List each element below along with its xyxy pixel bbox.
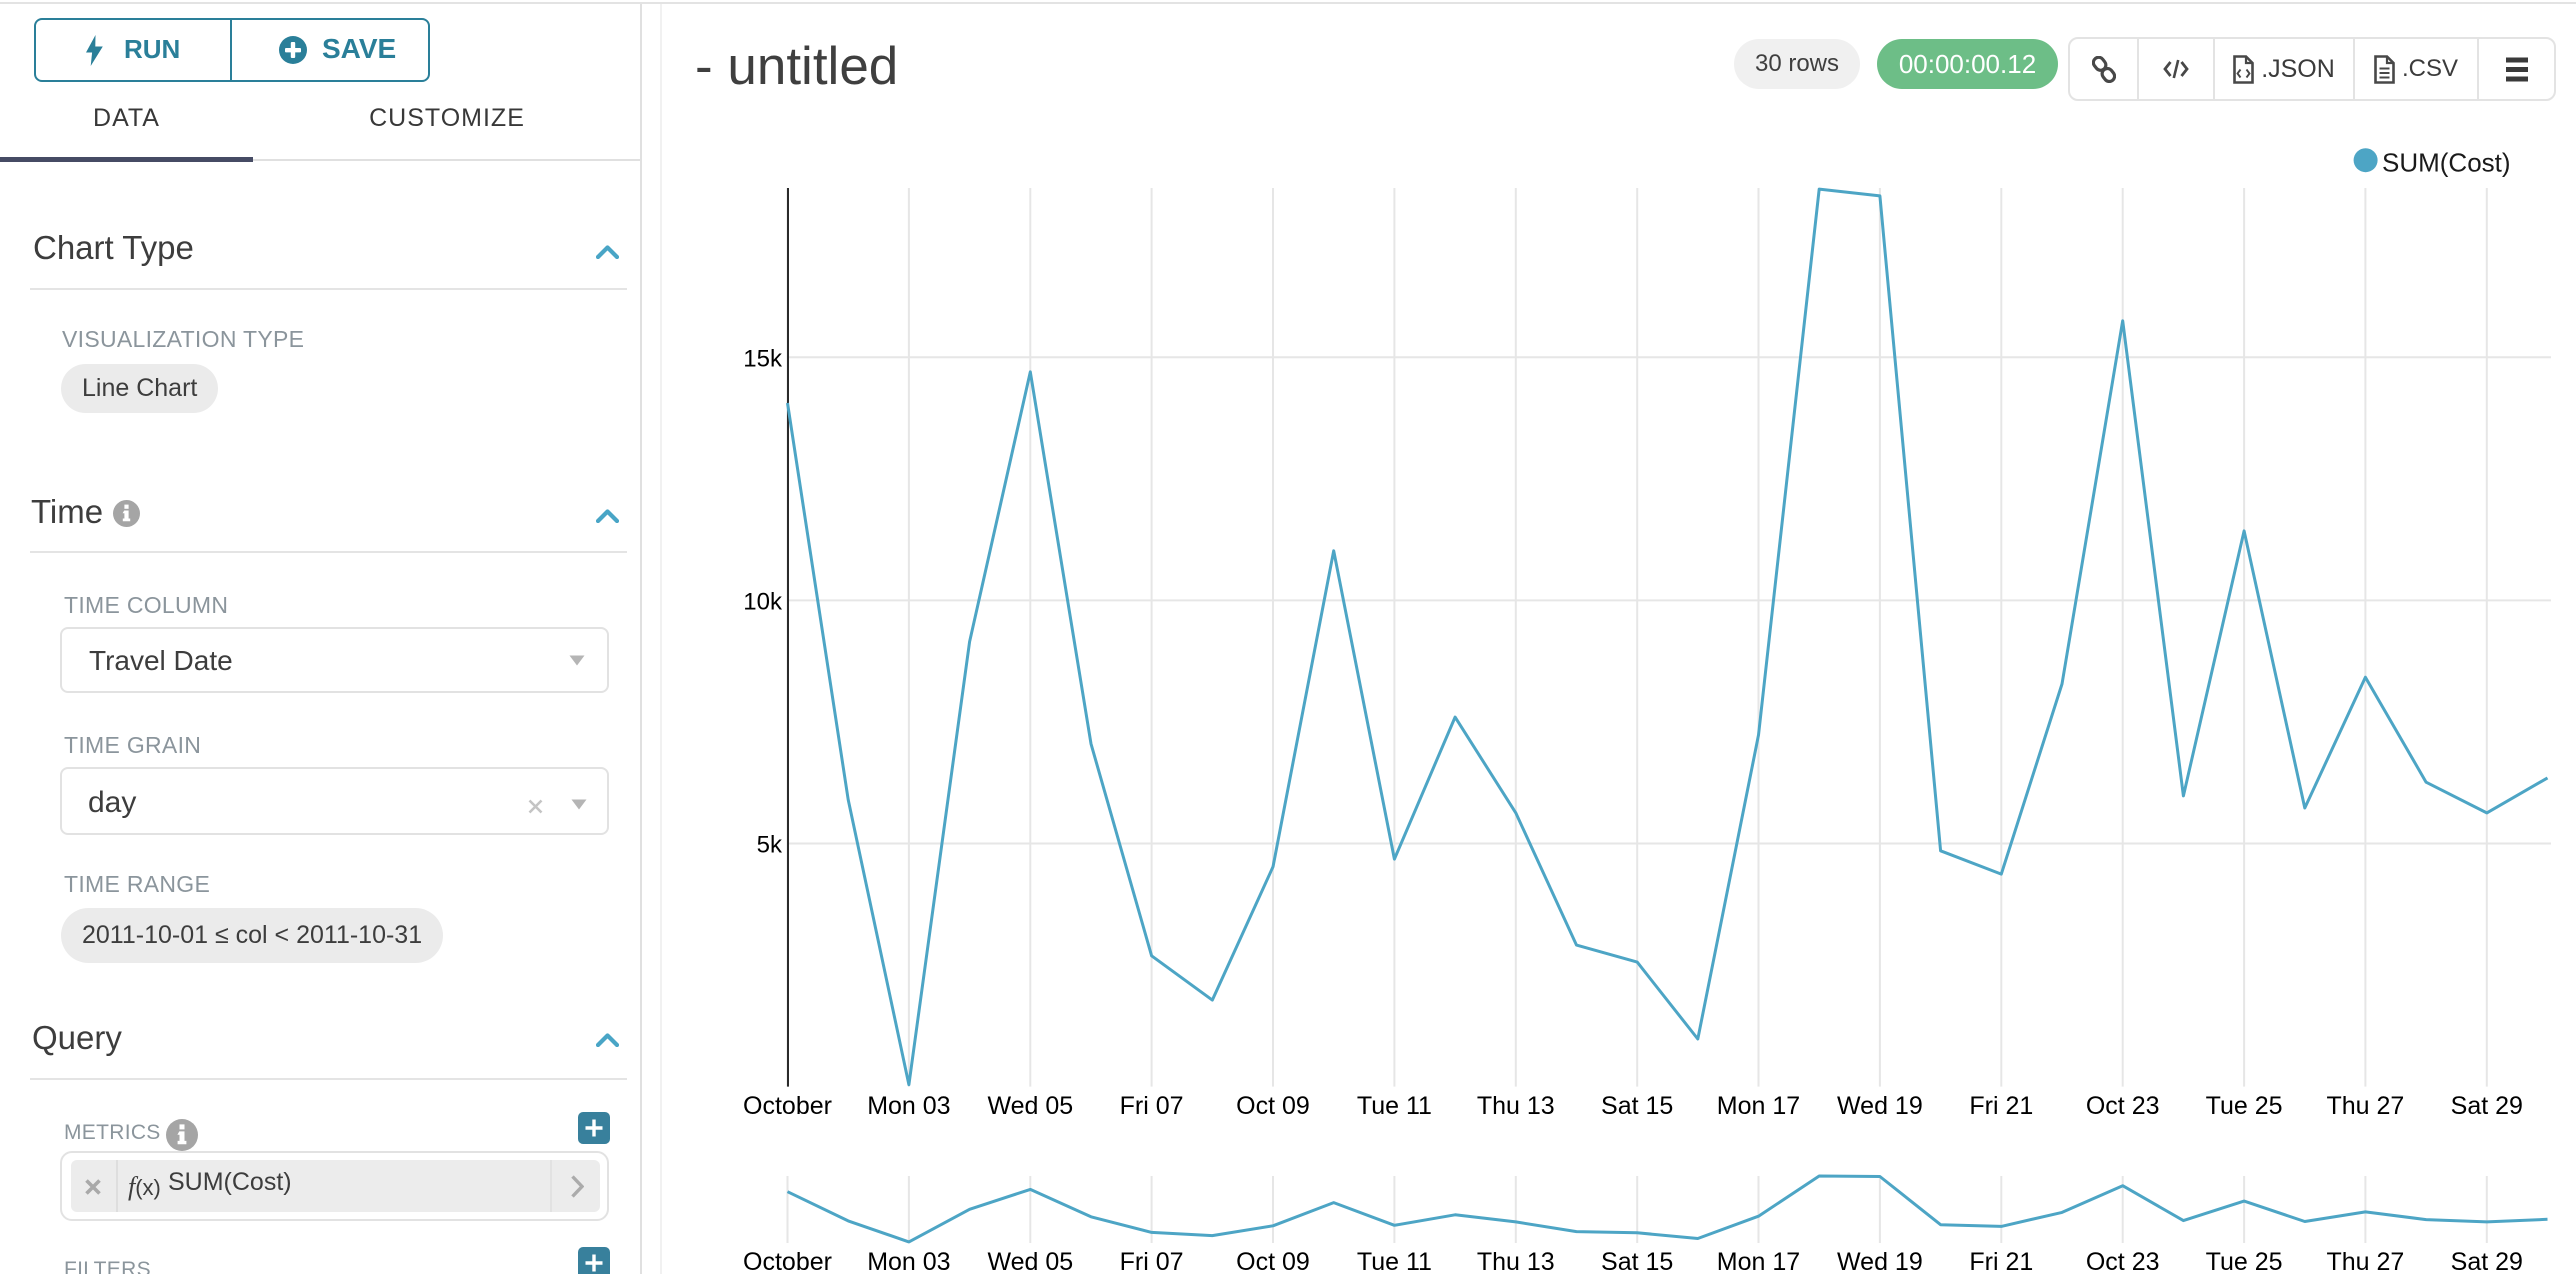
svg-text:5k: 5k (757, 832, 783, 859)
svg-text:15k: 15k (743, 345, 783, 372)
svg-text:Sat 15: Sat 15 (1601, 1092, 1673, 1120)
svg-text:Thu 27: Thu 27 (2326, 1248, 2404, 1274)
svg-text:Tue 25: Tue 25 (2206, 1092, 2283, 1120)
svg-text:Fri 21: Fri 21 (1969, 1092, 2033, 1120)
svg-text:Sat 15: Sat 15 (1601, 1248, 1673, 1274)
svg-text:Sat 29: Sat 29 (2451, 1092, 2523, 1120)
svg-text:Fri 21: Fri 21 (1969, 1248, 2033, 1274)
svg-text:Mon 17: Mon 17 (1717, 1092, 1800, 1120)
svg-text:October: October (743, 1092, 832, 1120)
svg-text:October: October (743, 1248, 832, 1274)
svg-text:Mon 03: Mon 03 (867, 1092, 950, 1120)
svg-text:Thu 27: Thu 27 (2326, 1092, 2404, 1120)
svg-text:Wed 05: Wed 05 (987, 1092, 1073, 1120)
svg-text:Fri 07: Fri 07 (1120, 1092, 1184, 1120)
svg-text:Oct 23: Oct 23 (2086, 1092, 2160, 1120)
svg-text:Thu 13: Thu 13 (1477, 1248, 1555, 1274)
svg-text:Mon 17: Mon 17 (1717, 1248, 1800, 1274)
svg-text:Wed 19: Wed 19 (1837, 1248, 1923, 1274)
svg-text:Oct 23: Oct 23 (2086, 1248, 2160, 1274)
svg-text:Wed 19: Wed 19 (1837, 1092, 1923, 1120)
svg-text:Wed 05: Wed 05 (987, 1248, 1073, 1274)
svg-text:Oct 09: Oct 09 (1236, 1248, 1310, 1274)
svg-text:Tue 11: Tue 11 (1357, 1248, 1432, 1274)
svg-text:Mon 03: Mon 03 (867, 1248, 950, 1274)
svg-text:SUM(Cost): SUM(Cost) (2382, 148, 2511, 178)
svg-text:Fri 07: Fri 07 (1120, 1248, 1184, 1274)
svg-text:Tue 25: Tue 25 (2206, 1248, 2283, 1274)
svg-text:Sat 29: Sat 29 (2451, 1248, 2523, 1274)
svg-text:10k: 10k (743, 588, 783, 615)
svg-text:Oct 09: Oct 09 (1236, 1092, 1310, 1120)
svg-text:Tue 11: Tue 11 (1357, 1092, 1432, 1120)
svg-text:Thu 13: Thu 13 (1477, 1092, 1555, 1120)
